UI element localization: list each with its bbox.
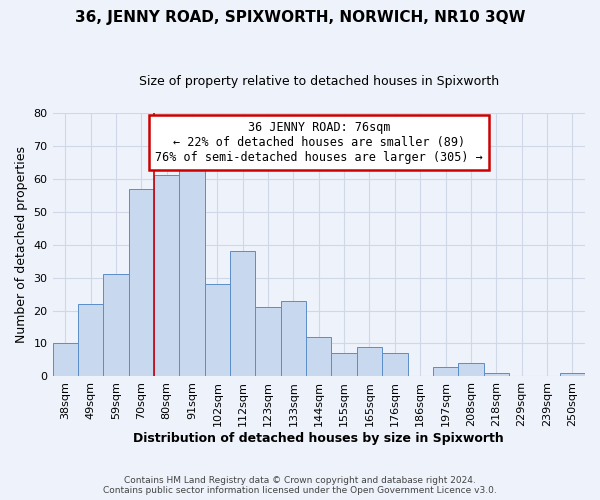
Bar	[256, 307, 281, 376]
Bar	[281, 300, 306, 376]
Bar	[103, 274, 128, 376]
Text: 36, JENNY ROAD, SPIXWORTH, NORWICH, NR10 3QW: 36, JENNY ROAD, SPIXWORTH, NORWICH, NR10…	[75, 10, 525, 25]
X-axis label: Distribution of detached houses by size in Spixworth: Distribution of detached houses by size …	[133, 432, 504, 445]
Bar	[128, 188, 154, 376]
Bar	[560, 373, 585, 376]
Title: Size of property relative to detached houses in Spixworth: Size of property relative to detached ho…	[139, 75, 499, 88]
Bar	[331, 354, 357, 376]
Bar	[458, 364, 484, 376]
Bar	[205, 284, 230, 376]
Bar	[179, 162, 205, 376]
Bar	[357, 347, 382, 376]
Text: 36 JENNY ROAD: 76sqm
← 22% of detached houses are smaller (89)
76% of semi-detac: 36 JENNY ROAD: 76sqm ← 22% of detached h…	[155, 120, 482, 164]
Bar	[78, 304, 103, 376]
Bar	[230, 251, 256, 376]
Bar	[484, 373, 509, 376]
Text: Contains HM Land Registry data © Crown copyright and database right 2024.
Contai: Contains HM Land Registry data © Crown c…	[103, 476, 497, 495]
Y-axis label: Number of detached properties: Number of detached properties	[15, 146, 28, 343]
Bar	[154, 176, 179, 376]
Bar	[433, 366, 458, 376]
Bar	[382, 354, 407, 376]
Bar	[306, 337, 331, 376]
Bar	[53, 344, 78, 376]
